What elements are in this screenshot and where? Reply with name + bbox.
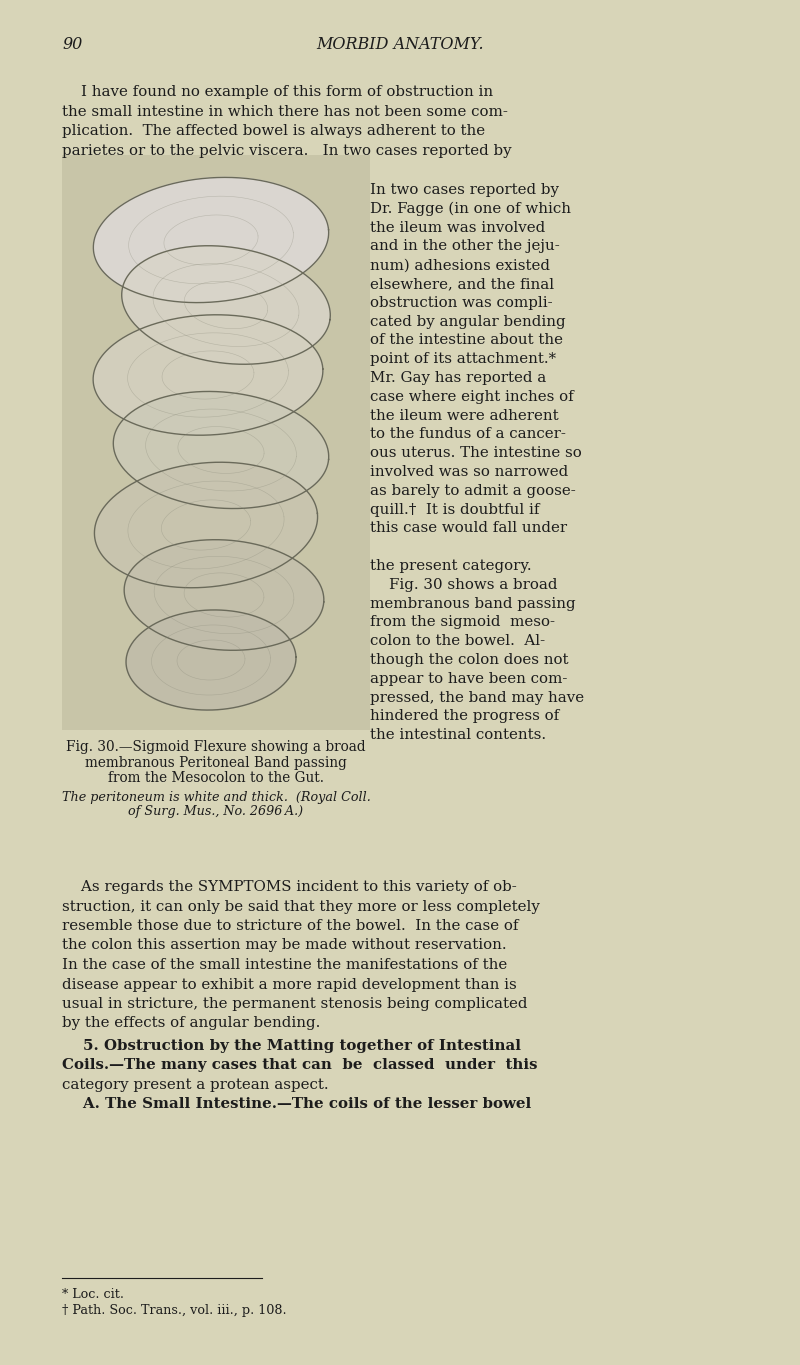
Text: Mr. Gay has reported a: Mr. Gay has reported a	[370, 371, 546, 385]
Polygon shape	[93, 315, 323, 435]
Text: of Surg. Mus., No. 2696 A.): of Surg. Mus., No. 2696 A.)	[129, 805, 303, 818]
Text: The peritoneum is white and thick.  (Royal Coll.: The peritoneum is white and thick. (Roya…	[62, 790, 370, 804]
Text: ous uterus. The intestine so: ous uterus. The intestine so	[370, 446, 582, 460]
Text: though the colon does not: though the colon does not	[370, 652, 569, 667]
Text: plication.  The affected bowel is always adherent to the: plication. The affected bowel is always …	[62, 124, 485, 138]
Polygon shape	[94, 177, 329, 303]
Text: disease appear to exhibit a more rapid development than is: disease appear to exhibit a more rapid d…	[62, 977, 517, 991]
Text: the intestinal contents.: the intestinal contents.	[370, 728, 546, 743]
Text: to the fundus of a cancer-: to the fundus of a cancer-	[370, 427, 566, 441]
Text: 5. Obstruction by the Matting together of Intestinal: 5. Obstruction by the Matting together o…	[62, 1039, 521, 1052]
Text: † Path. Soc. Trans., vol. iii., p. 108.: † Path. Soc. Trans., vol. iii., p. 108.	[62, 1304, 286, 1317]
Text: Coils.—The many cases that can  be  classed  under  this: Coils.—The many cases that can be classe…	[62, 1058, 538, 1073]
Text: point of its attachment.*: point of its attachment.*	[370, 352, 556, 366]
Text: from the sigmoid  meso-: from the sigmoid meso-	[370, 616, 555, 629]
FancyBboxPatch shape	[62, 156, 370, 730]
Text: as barely to admit a goose-: as barely to admit a goose-	[370, 483, 576, 498]
Text: and in the other the jeju-: and in the other the jeju-	[370, 239, 560, 254]
Text: membranous band passing: membranous band passing	[370, 597, 576, 610]
Text: elsewhere, and the final: elsewhere, and the final	[370, 277, 554, 291]
Text: obstruction was compli-: obstruction was compli-	[370, 296, 553, 310]
Text: Fig. 30.—Sigmoid Flexure showing a broad: Fig. 30.—Sigmoid Flexure showing a broad	[66, 740, 366, 753]
Text: A. The Small Intestine.—The coils of the lesser bowel: A. The Small Intestine.—The coils of the…	[62, 1097, 531, 1111]
Text: In two cases reported by: In two cases reported by	[370, 183, 559, 197]
Text: colon to the bowel.  Al-: colon to the bowel. Al-	[370, 635, 545, 648]
Text: In the case of the small intestine the manifestations of the: In the case of the small intestine the m…	[62, 958, 507, 972]
Polygon shape	[122, 246, 330, 364]
Text: MORBID ANATOMY.: MORBID ANATOMY.	[316, 35, 484, 53]
Text: I have found no example of this form of obstruction in: I have found no example of this form of …	[62, 85, 493, 100]
Polygon shape	[124, 539, 324, 650]
Text: resemble those due to stricture of the bowel.  In the case of: resemble those due to stricture of the b…	[62, 919, 518, 934]
Text: the ileum was involved: the ileum was involved	[370, 221, 546, 235]
Text: case where eight inches of: case where eight inches of	[370, 390, 574, 404]
Text: Fig. 30 shows a broad: Fig. 30 shows a broad	[370, 577, 558, 592]
Text: involved was so narrowed: involved was so narrowed	[370, 465, 568, 479]
Text: Dr. Fagge (in one of which: Dr. Fagge (in one of which	[370, 202, 571, 216]
Text: quill.†  It is doubtful if: quill.† It is doubtful if	[370, 502, 539, 516]
Text: category present a protean aspect.: category present a protean aspect.	[62, 1078, 329, 1092]
Text: membranous Peritoneal Band passing: membranous Peritoneal Band passing	[85, 755, 347, 770]
Text: the ileum were adherent: the ileum were adherent	[370, 408, 558, 423]
Text: the present category.: the present category.	[370, 560, 532, 573]
Polygon shape	[126, 610, 296, 710]
Text: num) adhesions existed: num) adhesions existed	[370, 258, 550, 272]
Polygon shape	[114, 392, 329, 509]
Text: usual in stricture, the permanent stenosis being complicated: usual in stricture, the permanent stenos…	[62, 996, 527, 1011]
Text: parietes or to the pelvic viscera.   In two cases reported by: parietes or to the pelvic viscera. In tw…	[62, 143, 512, 157]
Text: 90: 90	[62, 35, 82, 53]
Text: * Loc. cit.: * Loc. cit.	[62, 1289, 124, 1301]
Text: cated by angular bending: cated by angular bending	[370, 314, 566, 329]
Text: hindered the progress of: hindered the progress of	[370, 710, 559, 723]
Polygon shape	[94, 463, 318, 588]
Text: struction, it can only be said that they more or less completely: struction, it can only be said that they…	[62, 900, 540, 913]
Text: of the intestine about the: of the intestine about the	[370, 333, 563, 348]
Text: the colon this assertion may be made without reservation.: the colon this assertion may be made wit…	[62, 939, 506, 953]
Text: from the Mesocolon to the Gut.: from the Mesocolon to the Gut.	[108, 771, 324, 785]
Text: the small intestine in which there has not been some com-: the small intestine in which there has n…	[62, 105, 508, 119]
Text: by the effects of angular bending.: by the effects of angular bending.	[62, 1017, 320, 1031]
Text: appear to have been com-: appear to have been com-	[370, 672, 567, 685]
Text: As regards the SYMPTOMS incident to this variety of ob-: As regards the SYMPTOMS incident to this…	[62, 880, 517, 894]
Text: this case would fall under: this case would fall under	[370, 521, 567, 535]
Text: pressed, the band may have: pressed, the band may have	[370, 691, 584, 704]
